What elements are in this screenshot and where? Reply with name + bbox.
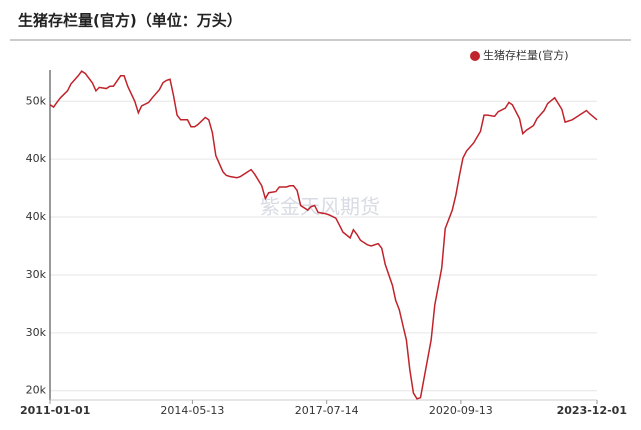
line-series [49, 70, 598, 400]
legend-marker [470, 51, 480, 61]
chart-title: 生猪存栏量(官方)（单位：万头） [18, 12, 242, 30]
legend-label: 生猪存栏量(官方) [483, 48, 569, 62]
y-tick-label: 20k [26, 384, 47, 397]
watermark: 紫金天风期货 [260, 195, 380, 219]
y-tick-label: 30k [26, 326, 47, 339]
y-tick-label: 50k [26, 94, 47, 107]
y-tick-label: 40k [26, 210, 47, 223]
y-tick-label: 30k [26, 268, 47, 281]
x-tick-label: 2011-01-01 [20, 404, 90, 417]
x-tick-label: 2014-05-13 [160, 404, 224, 417]
x-tick-label: 2017-07-14 [295, 404, 359, 417]
x-tick-label: 2020-09-13 [429, 404, 493, 417]
y-tick-label: 40k [26, 152, 47, 165]
x-tick-label: 2023-12-01 [557, 404, 627, 417]
